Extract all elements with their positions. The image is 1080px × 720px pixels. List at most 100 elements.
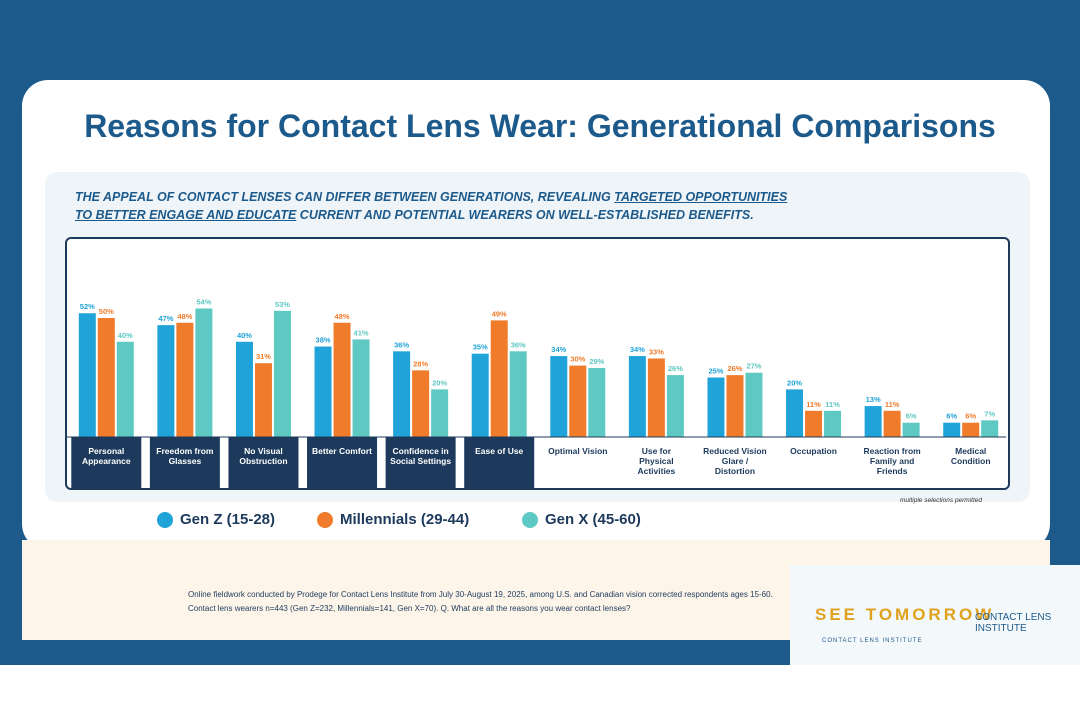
value-label: 26% — [727, 364, 742, 373]
bar — [981, 420, 999, 437]
bar — [157, 325, 175, 437]
bar — [235, 341, 253, 437]
bar — [412, 370, 430, 437]
value-label: 29% — [589, 357, 604, 366]
bar — [352, 339, 370, 437]
value-label: 27% — [746, 362, 761, 371]
bar — [902, 422, 920, 437]
bar — [588, 367, 606, 437]
value-label: 41% — [354, 328, 369, 337]
logo-box — [790, 565, 1080, 665]
value-label: 11% — [806, 400, 821, 409]
category-box — [228, 437, 299, 490]
value-label: 34% — [630, 345, 645, 354]
value-label: 50% — [99, 307, 114, 316]
value-label: 48% — [335, 312, 350, 321]
bar — [805, 410, 823, 437]
bar — [628, 356, 646, 437]
bar — [314, 346, 332, 437]
bar — [333, 322, 351, 437]
bar — [726, 375, 744, 437]
x-tick-label: Reaction from Family and Friends — [863, 446, 921, 476]
value-label: 30% — [570, 355, 585, 364]
value-label: 36% — [511, 340, 526, 349]
value-label: 36% — [394, 340, 409, 349]
bar — [78, 313, 96, 437]
category-box — [307, 437, 378, 490]
bar — [393, 351, 411, 437]
x-tick-label: Confidence in Social Settings — [390, 446, 452, 466]
bar — [431, 389, 449, 437]
value-label: 47% — [158, 314, 173, 323]
value-label: 13% — [866, 395, 881, 404]
value-label: 20% — [787, 378, 802, 387]
value-label: 40% — [118, 331, 133, 340]
value-label: 52% — [80, 302, 95, 311]
bar — [509, 351, 527, 437]
subtitle-part: THE APPEAL OF CONTACT LENSES CAN DIFFER … — [75, 190, 615, 204]
subtitle-part: TARGETED OPPORTUNITIES TO BETTER ENGAGE … — [75, 190, 788, 222]
value-label: 11% — [825, 400, 840, 409]
x-tick-label: Freedom from Glasses — [156, 446, 214, 466]
footnote: Online fieldwork conducted by Prodege fo… — [188, 590, 773, 613]
value-label: 11% — [885, 400, 900, 409]
legend-swatch — [317, 512, 333, 528]
bar — [883, 410, 901, 437]
value-label: 54% — [196, 297, 211, 306]
value-label: 31% — [256, 352, 271, 361]
x-tick-label: Personal Appearance — [81, 446, 131, 466]
legend-label: Millennials (29-44) — [340, 511, 470, 528]
value-label: 7% — [984, 409, 995, 418]
legend-label: Gen X (45-60) — [545, 511, 641, 528]
value-label: 33% — [649, 347, 664, 356]
value-label: 26% — [668, 364, 683, 373]
x-tick-label: Occupation — [790, 446, 837, 456]
value-label: 35% — [473, 343, 488, 352]
legend-swatch — [157, 512, 173, 528]
x-tick-label: Optimal Vision — [548, 446, 608, 456]
bar — [864, 406, 882, 437]
logo-text: CONTACT LENS INSTITUTE — [975, 612, 1052, 634]
logo-text: CONTACT LENS INSTITUTE — [822, 638, 923, 644]
value-label: 6% — [906, 412, 917, 421]
bar — [550, 356, 568, 437]
bar — [195, 308, 213, 437]
chart-title: Reasons for Contact Lens Wear: Generatio… — [84, 108, 996, 144]
x-tick-label: No Visual Obstruction — [239, 446, 288, 466]
category-box — [385, 437, 456, 490]
plot-area — [65, 237, 1010, 490]
legend-label: Gen Z (15-28) — [180, 511, 276, 528]
bar — [824, 410, 842, 437]
bar — [943, 422, 961, 437]
subtitle: THE APPEAL OF CONTACT LENSES CAN DIFFER … — [75, 188, 795, 224]
subtitle-part: CURRENT AND POTENTIAL WEARERS ON WELL-ES… — [296, 208, 754, 222]
note: multiple selections permitted — [900, 497, 983, 504]
value-label: 34% — [551, 345, 566, 354]
value-label: 25% — [708, 367, 723, 376]
value-label: 20% — [432, 378, 447, 387]
value-label: 49% — [492, 309, 507, 318]
bar — [273, 310, 291, 437]
x-tick-label: Use for Physical Activities — [637, 446, 676, 476]
bar — [97, 318, 115, 437]
bar — [647, 358, 665, 437]
bar — [569, 365, 587, 437]
value-label: 38% — [316, 336, 331, 345]
logo-text: SEE TOMORROW — [815, 605, 995, 624]
value-label: 28% — [413, 359, 428, 368]
x-tick-label: Medical Condition — [950, 446, 991, 466]
category-box — [464, 437, 535, 490]
x-tick-label: Better Comfort — [312, 446, 373, 456]
value-label: 40% — [237, 331, 252, 340]
bar — [666, 375, 684, 437]
bar — [786, 389, 804, 437]
category-box — [149, 437, 220, 490]
value-label: 6% — [946, 412, 957, 421]
category-box — [71, 437, 142, 490]
x-tick-label: Ease of Use — [475, 446, 524, 456]
bar — [254, 363, 272, 437]
value-label: 53% — [275, 300, 290, 309]
legend-swatch — [522, 512, 538, 528]
